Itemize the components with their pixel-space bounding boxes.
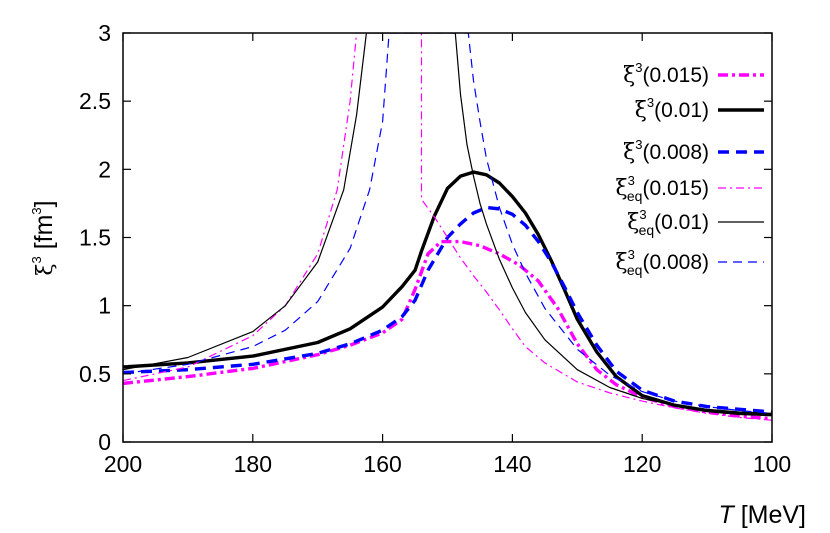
x-tick-label: 160 <box>363 451 401 477</box>
x-tick-label: 120 <box>623 451 661 477</box>
legend-entry-eq-0-01: ξ3 eq(0.01) <box>627 207 764 238</box>
legend-label: ξ3(0.015) <box>623 60 709 88</box>
x-tick-label: 200 <box>104 451 142 477</box>
y-axis-label-close: ] <box>30 200 58 207</box>
y-axis-label-sup: 3 <box>29 256 44 263</box>
y-axis-label-unit: [fm <box>30 215 58 250</box>
series-line-eq-0-015 <box>123 33 772 421</box>
y-axis-label-unit-sup: 3 <box>29 207 44 214</box>
y-axis-label-symbol: ξ <box>33 263 58 275</box>
series-line-0-01 <box>123 170 772 417</box>
plot-series-layer <box>123 33 772 421</box>
legend-entry-0-008: ξ3(0.008) <box>623 137 764 165</box>
y-tick-label: 2.5 <box>79 88 111 114</box>
legend-label: ξ3(0.008) <box>623 137 709 165</box>
series-line-eq-0-01 <box>123 33 772 414</box>
legend-entry-0-015: ξ3(0.015) <box>623 60 764 88</box>
y-tick-label: 0 <box>98 429 111 455</box>
x-tick-label: 180 <box>234 451 272 477</box>
tick-labels-layer: 200 180 160 140 120 100 0 0.5 1 1.5 2 2.5 3 <box>79 20 791 477</box>
y-tick-label: 1 <box>98 293 111 319</box>
x-axis-label: T [MeV] <box>718 501 806 529</box>
x-tick-label: 140 <box>493 451 531 477</box>
x-tick-label: 100 <box>753 451 791 477</box>
x-axis-label-unit: [MeV] <box>741 501 806 529</box>
legend-entry-eq-0-015: ξ3 eq(0.015) <box>616 173 764 204</box>
legend-entry-eq-0-008: ξ3 eq(0.008) <box>616 247 764 278</box>
series-line-eq-0-008 <box>123 33 772 414</box>
legend: ξ3(0.015)ξ3(0.01)ξ3(0.008)ξ3 eq(0.015)ξ3 e… <box>616 60 764 278</box>
tick-marks-layer <box>122 32 773 443</box>
y-tick-label: 2 <box>98 156 111 182</box>
y-axis-label: ξ3 [fm3] <box>29 200 58 275</box>
y-tick-label: 1.5 <box>79 225 111 251</box>
y-tick-label: 3 <box>98 20 111 46</box>
legend-label: ξ3(0.01) <box>635 95 709 123</box>
x-axis-label-variable: T <box>718 501 735 529</box>
series-line-0-008 <box>123 205 772 414</box>
legend-label: ξ3 eq(0.015) <box>616 173 709 204</box>
y-tick-label: 0.5 <box>79 361 111 387</box>
legend-label: ξ3 eq(0.01) <box>627 207 709 238</box>
legend-label: ξ3 eq(0.008) <box>616 247 709 278</box>
legend-entry-0-01: ξ3(0.01) <box>635 95 764 123</box>
